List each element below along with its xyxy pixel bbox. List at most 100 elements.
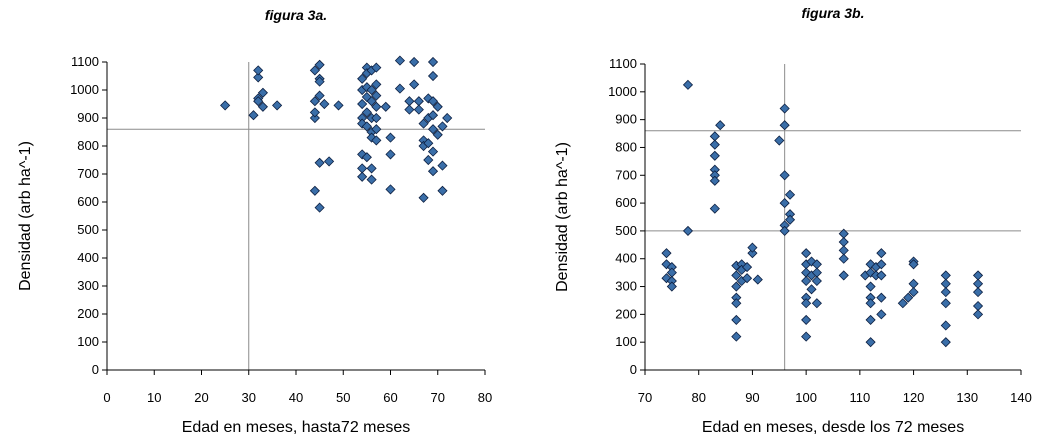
chart-3a-data-point bbox=[371, 90, 382, 101]
chart-3b-y-axis-label: Densidad (arb ha^-1) bbox=[554, 142, 571, 292]
chart-3a-data-point bbox=[319, 98, 330, 110]
chart-3b-data-point bbox=[747, 248, 758, 259]
chart-3a-data-point bbox=[309, 185, 320, 196]
chart-3b-data-point bbox=[801, 248, 812, 259]
chart-3a-data-point bbox=[437, 160, 448, 171]
chart-3a-data-point bbox=[253, 65, 264, 76]
chart-3a-data-point bbox=[257, 87, 268, 98]
chart-3a-data-point bbox=[366, 174, 377, 185]
chart-3b-x-tick-label: 140 bbox=[1010, 390, 1032, 405]
chart-3a-y-tick-label: 800 bbox=[77, 138, 99, 153]
chart-3a-data-point bbox=[409, 79, 420, 90]
chart-3a-data-point bbox=[253, 72, 264, 83]
chart-3a-x-tick-label: 50 bbox=[336, 390, 350, 405]
chart-3b-x-tick-label: 120 bbox=[903, 390, 925, 405]
chart-3b-data-point bbox=[876, 248, 887, 259]
chart-3a-data-point bbox=[371, 62, 382, 73]
chart-3b: figura 3b. 0 100 200 300 400 500 600 700 800 900 10… bbox=[554, 5, 1032, 436]
chart-3b-x-tick-label: 70 bbox=[638, 390, 652, 405]
chart-3b-data-point bbox=[731, 314, 742, 325]
chart-3b-y-tick-label: 0 bbox=[630, 362, 637, 377]
chart-3b-y-tick-label: 500 bbox=[615, 223, 637, 238]
chart-3a-data-point bbox=[413, 96, 424, 107]
chart-3b-x-tick-label: 110 bbox=[849, 390, 870, 405]
chart-3a-y-tick-label: 700 bbox=[77, 166, 99, 181]
chart-3a-data-point bbox=[309, 65, 320, 76]
chart-3a-data-point bbox=[423, 138, 434, 149]
chart-3a-data-point bbox=[427, 70, 439, 82]
chart-3b-data-point bbox=[865, 281, 876, 292]
chart-3a-y-tick-label: 300 bbox=[77, 278, 99, 293]
chart-3b-data-point bbox=[779, 170, 790, 181]
chart-3a-x-tick-label: 80 bbox=[478, 390, 492, 405]
chart-3a-data-point bbox=[324, 156, 335, 167]
chart-3a-data-point bbox=[366, 163, 377, 174]
chart-3a-data-point bbox=[314, 157, 325, 168]
chart-3b-data-point bbox=[972, 287, 984, 298]
chart-3a-data-point bbox=[257, 101, 268, 112]
chart-3a-data-point bbox=[427, 124, 439, 135]
chart-3b-data-point bbox=[709, 203, 720, 214]
chart-3a-x-tick-label: 30 bbox=[242, 390, 256, 405]
chart-3a-data-point bbox=[366, 96, 377, 107]
chart-3a-x-tick-label: 0 bbox=[103, 390, 110, 405]
chart-3b-data-point bbox=[865, 337, 876, 348]
chart-3b-x-tick-label: 130 bbox=[956, 390, 978, 405]
chart-3a-data-point bbox=[380, 101, 391, 112]
chart-3a-data-point bbox=[437, 185, 448, 196]
chart-3a-data-point bbox=[361, 107, 372, 118]
chart-3b-y-tick-label: 1000 bbox=[608, 84, 637, 99]
chart-3a-data-point bbox=[394, 55, 406, 66]
chart-3a-data-point bbox=[357, 171, 368, 182]
chart-3b-data-point bbox=[811, 275, 822, 287]
chart-3b-data-point bbox=[908, 287, 919, 298]
chart-3a-data-point bbox=[357, 118, 368, 129]
chart-3a-data-point bbox=[442, 112, 453, 124]
chart-3a-data-point bbox=[253, 96, 264, 107]
chart-3a-data-point bbox=[309, 96, 320, 107]
chart-3b-data-point bbox=[709, 175, 720, 186]
chart-3b-data-point bbox=[865, 314, 876, 325]
chart-3b-data-point bbox=[741, 273, 753, 284]
chart-3a-x-axis-label: Edad en meses, hasta72 meses bbox=[182, 419, 411, 436]
chart-3a-x-tick-label: 60 bbox=[383, 390, 397, 405]
chart-3a-data-point bbox=[357, 163, 368, 174]
chart-3a-data-point bbox=[423, 154, 434, 166]
chart-3b-data-point bbox=[779, 198, 790, 209]
chart-3b-data-point bbox=[779, 225, 790, 236]
chart-3a: figura 3a.010020030040050060070080090010… bbox=[17, 7, 492, 436]
chart-3a-data-point bbox=[371, 124, 382, 135]
chart-3b-data-point bbox=[940, 287, 951, 298]
chart-3b-data-point bbox=[747, 242, 758, 253]
chart-3b-data-point bbox=[876, 292, 887, 303]
chart-3b-data-point bbox=[801, 298, 812, 309]
chart-3a-data-point bbox=[427, 166, 439, 177]
chart-3b-data-point bbox=[682, 79, 694, 90]
chart-3a-data-point bbox=[366, 84, 377, 96]
chart-3a-data-point bbox=[432, 101, 443, 112]
chart-3a-data-point bbox=[385, 132, 396, 143]
chart-3b-data-point bbox=[940, 320, 951, 331]
chart-3a-data-point bbox=[427, 110, 439, 121]
chart-3a-y-tick-label: 400 bbox=[77, 250, 99, 265]
chart-3a-x-tick-label: 10 bbox=[147, 390, 161, 405]
chart-3a-data-point bbox=[385, 149, 396, 160]
chart-3a-data-point bbox=[309, 107, 320, 118]
chart-3a-data-point bbox=[427, 146, 439, 157]
chart-3a-x-tick-label: 20 bbox=[194, 390, 208, 405]
chart-3b-x-tick-label: 100 bbox=[795, 390, 817, 405]
chart-3a-data-point bbox=[404, 104, 415, 115]
chart-3b-title: figura 3b. bbox=[801, 5, 864, 21]
chart-3a-data-point bbox=[314, 202, 325, 213]
chart-3a-y-tick-label: 200 bbox=[77, 306, 99, 321]
chart-3b-data-point bbox=[876, 259, 887, 270]
chart-3a-data-point bbox=[371, 135, 382, 146]
chart-3b-data-point bbox=[838, 236, 849, 248]
chart-3b-x-axis-label: Edad en meses, desde los 72 meses bbox=[702, 419, 964, 436]
chart-3b-data-point bbox=[731, 281, 742, 292]
chart-3b-data-point bbox=[731, 298, 742, 309]
chart-3a-data-point bbox=[427, 96, 439, 107]
chart-3b-data-point bbox=[903, 292, 914, 303]
chart-3a-data-point bbox=[357, 73, 368, 84]
